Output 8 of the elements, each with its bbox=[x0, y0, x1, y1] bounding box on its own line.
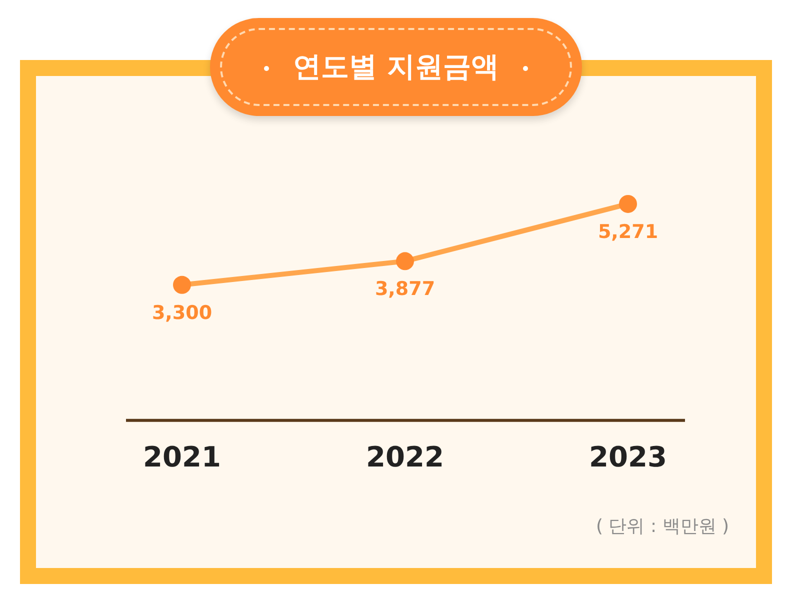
data-label: 5,271 bbox=[598, 220, 658, 243]
chart-title: 연도별 지원금액 bbox=[293, 49, 499, 85]
x-tick-label: 2023 bbox=[589, 440, 667, 474]
data-label: 3,877 bbox=[374, 278, 436, 300]
x-tick-label: 2022 bbox=[366, 440, 444, 474]
x-tick-label: 2021 bbox=[143, 440, 221, 474]
text: ( 단위 : 백만원 ) bbox=[596, 515, 729, 538]
data-label: 3,300 bbox=[152, 302, 212, 324]
